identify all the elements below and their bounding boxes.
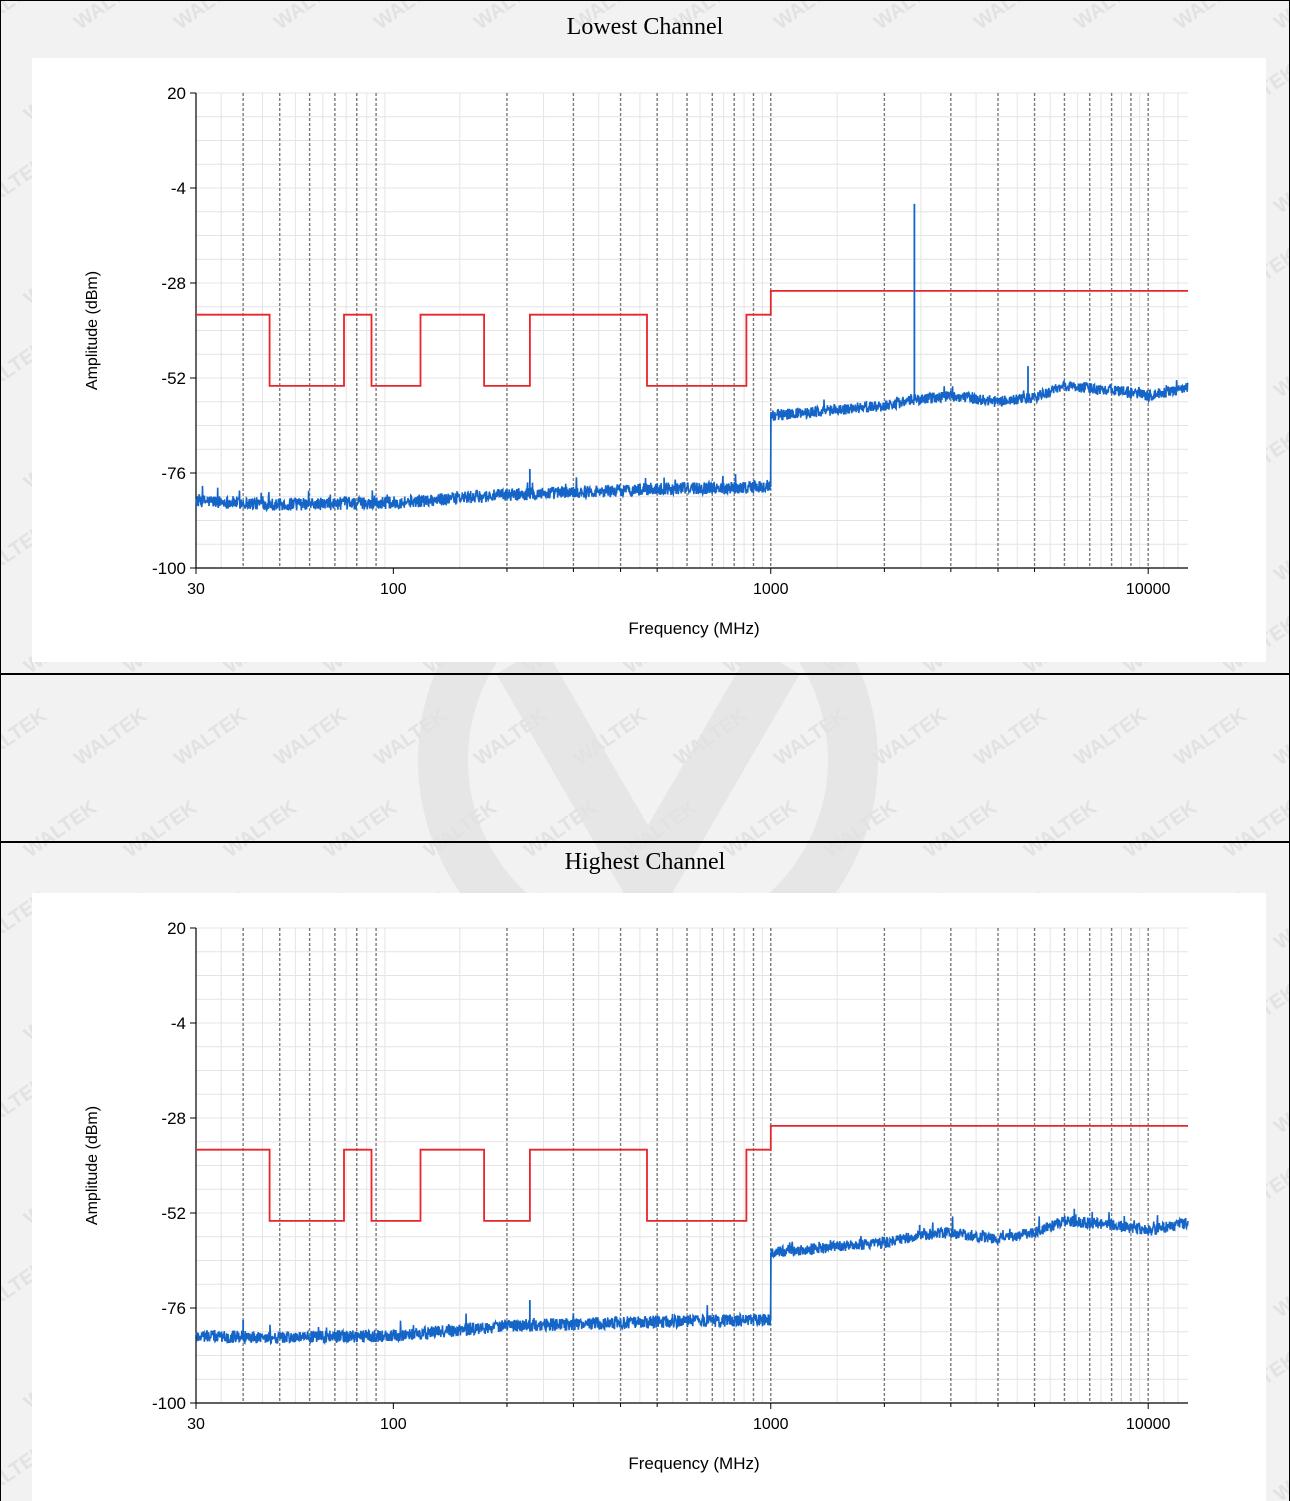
minor-grid xyxy=(196,927,1188,1404)
y-tick-label: -28 xyxy=(161,1109,186,1128)
y-tick-label: -4 xyxy=(171,179,186,198)
x-tick-label: 30 xyxy=(187,1416,205,1433)
x-axis-title: Frequency (MHz) xyxy=(628,619,759,638)
table-row-divider-2 xyxy=(0,841,1290,843)
y-tick-label: -76 xyxy=(161,464,186,483)
section-title-highest-channel: Highest Channel xyxy=(564,849,726,875)
y-tick-label: -4 xyxy=(171,1014,186,1033)
y-tick-label: -76 xyxy=(161,1299,186,1318)
chart-panel-lowest: 20 -4 -28 -52 -76 -100 30 100 1000 10000 Frequency… xyxy=(32,58,1266,662)
measurement-trace xyxy=(195,1208,1189,1346)
y-tick-label: -28 xyxy=(161,274,186,293)
minor-grid xyxy=(196,92,1188,569)
x-tick-label: 10000 xyxy=(1126,1416,1171,1433)
x-tick-label: 100 xyxy=(380,581,407,598)
y-tick-label: -52 xyxy=(161,1204,186,1223)
limit-line xyxy=(196,290,1188,387)
table-border-top xyxy=(0,0,1290,1)
y-tick-label: 20 xyxy=(167,84,186,103)
chart-panel-highest: 20 -4 -28 -52 -76 -100 30 100 1000 10000 Frequency… xyxy=(32,893,1266,1501)
y-axis-title: Amplitude (dBm) xyxy=(84,271,101,390)
measurement-trace xyxy=(195,378,1189,513)
table-border-left xyxy=(0,0,1,1501)
x-tick-label: 1000 xyxy=(753,581,789,598)
x-tick-label: 1000 xyxy=(753,1416,789,1433)
x-axis-title: Frequency (MHz) xyxy=(628,1454,759,1473)
table-row-divider-1 xyxy=(0,673,1290,675)
y-axis-title: Amplitude (dBm) xyxy=(84,1106,101,1225)
y-tick-label: -100 xyxy=(152,1394,186,1413)
y-tick-label: -52 xyxy=(161,369,186,388)
limit-line xyxy=(196,1125,1188,1222)
section-title-lowest-channel: Lowest Channel xyxy=(566,14,724,40)
x-tick-label: 100 xyxy=(380,1416,407,1433)
y-tick-label: -100 xyxy=(152,559,186,578)
y-tick-label: 20 xyxy=(167,919,186,938)
x-tick-label: 30 xyxy=(187,581,205,598)
x-tick-label: 10000 xyxy=(1126,581,1171,598)
